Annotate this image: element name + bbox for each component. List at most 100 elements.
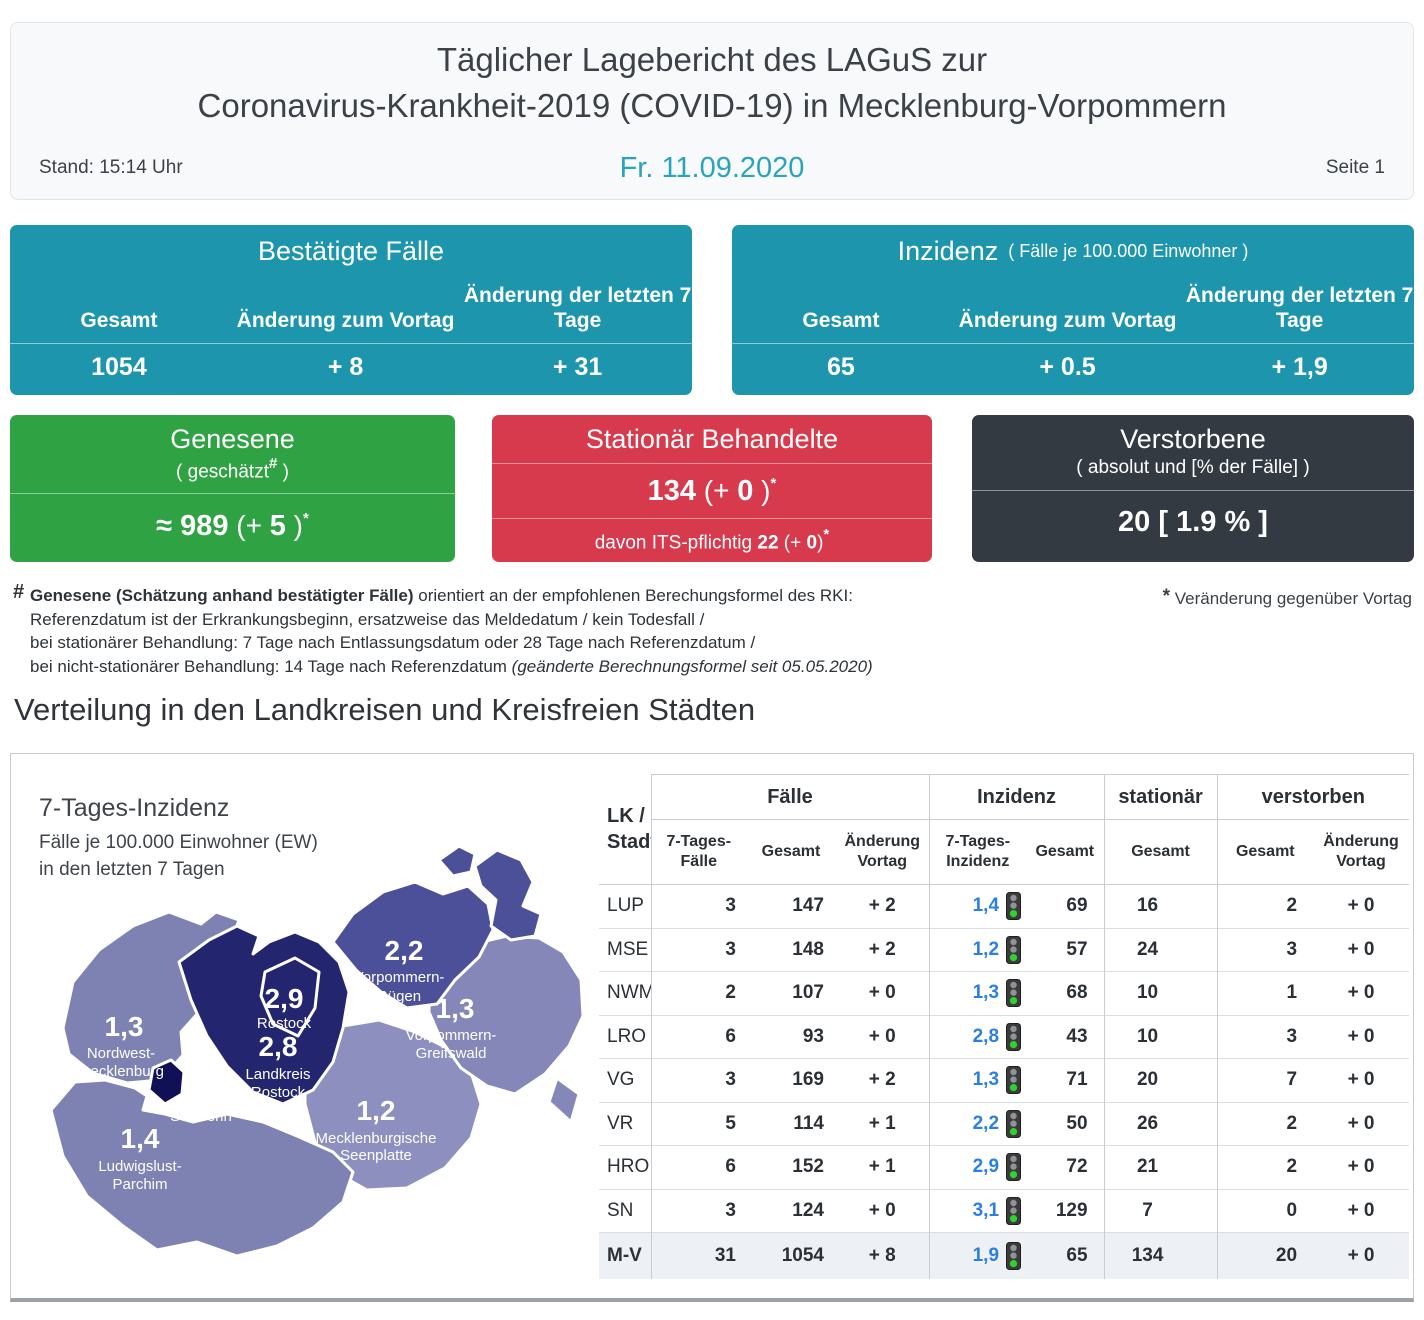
deceased-change-value: + 0 — [1347, 895, 1375, 917]
distribution-panel: 7-Tages-Inzidenz Fälle je 100.000 Einwoh… — [10, 753, 1414, 1302]
cases-7day-value: 2 — [650, 971, 746, 1015]
svg-text:Parchim: Parchim — [112, 1176, 167, 1193]
incidence-7day-cell: 1,2 — [928, 927, 1027, 972]
subheader-incidence-total: Gesamt — [1026, 819, 1105, 885]
incidence-total-value: 65 — [1026, 1232, 1105, 1279]
hospitalized-total-value: 20 — [1103, 1058, 1218, 1102]
confirmed-col-prev-day: Änderung zum Vortag — [236, 309, 455, 332]
incidence-title: Inzidenz — [897, 235, 999, 266]
subheader-cases-change: Änderung Vortag — [836, 819, 930, 885]
svg-text:Landkreis: Landkreis — [245, 1066, 310, 1083]
confirmed-prev-day-value: + 8 — [327, 353, 364, 381]
hospitalized-title: Stationär Behandelte — [585, 424, 839, 454]
deceased-change-value: + 0 — [1313, 1014, 1410, 1059]
group-header-deceased: verstorben — [1216, 774, 1410, 820]
cases-7day-value: 5 — [650, 1101, 746, 1146]
cases-7day-value: 3 — [650, 1188, 746, 1233]
incidence-subtitle: ( Fälle je 100.000 Einwohner ) — [1008, 240, 1249, 261]
incidence-prev-day-value: + 0.5 — [1039, 353, 1096, 381]
divider — [10, 493, 455, 495]
deceased-total-value: 7 — [1216, 1058, 1314, 1102]
divider — [972, 490, 1414, 491]
map-region-ludwigslust-parchim — [49, 1078, 355, 1258]
report-title-line2: Coronavirus-Krankheit-2019 (COVID-19) in… — [197, 87, 1227, 124]
incidence-7day-value: 1,4 — [972, 895, 1000, 917]
cases-7day-value: 31 — [650, 1232, 746, 1279]
hospitalized-total-value: 21 — [1103, 1145, 1218, 1189]
recovered-value: ≈ 989 (+ 5 )* — [156, 510, 309, 543]
cases-change-value: + 2 — [836, 927, 930, 972]
svg-text:Nordwest-: Nordwest- — [87, 1045, 155, 1062]
section-title: Verteilung in den Landkreisen und Kreisf… — [14, 692, 756, 727]
map-value-ludwigslust-parchim: 1,4 — [121, 1123, 160, 1154]
incidence-7day-value: 3,1 — [972, 1199, 1000, 1221]
cases-total-value: 147 — [792, 895, 824, 917]
map-region-rostock-city — [259, 956, 321, 1038]
subheader-cases-7day: 7-Tages-Fälle — [650, 819, 746, 885]
district-code: HRO — [599, 1145, 651, 1189]
recovered-card: Genesene ( geschätzt# ) ≈ 989 (+ 5 )* — [10, 415, 455, 562]
table-row: NWM 2 107 + 0 1,3 68 1 — [599, 971, 1410, 1015]
report-date: Fr. 11.09.2020 — [619, 152, 805, 184]
mv-incidence-map: 1,3 Nordwest- mecklenburg 2,2 Vorpommern… — [49, 844, 585, 1258]
hospitalized-total-value: 10 — [1103, 971, 1218, 1015]
cases-total-value: 148 — [746, 927, 836, 972]
map-region-vorpommern-ruegen — [331, 880, 495, 1010]
hospitalized-total-value: 10 — [1103, 1014, 1218, 1059]
incidence-7day-value: 1,9 — [972, 1244, 1000, 1266]
incidence-7day-cell: 1,3 — [928, 1058, 1027, 1102]
recovered-title: Genesene — [170, 424, 295, 454]
divider — [10, 343, 692, 344]
deceased-change-value: + 0 — [1313, 1101, 1410, 1146]
cases-7day-value: 3 — [650, 927, 746, 972]
deceased-total-value: 2 — [1216, 884, 1314, 928]
map-region-usedom — [547, 1076, 581, 1124]
table-row: VR 5 114 + 1 2,2 50 26 — [599, 1101, 1410, 1146]
map-island-hiddensee — [437, 844, 477, 878]
footnote-change-vs-prev-day: * Veränderung gegenüber Vortag — [1162, 586, 1412, 608]
incidence-total-value: 57 — [1026, 927, 1105, 972]
subheader-deceased-total: Gesamt — [1216, 819, 1314, 885]
incidence-7day-cell: 2,9 — [928, 1145, 1027, 1189]
hash-marker: # — [13, 581, 25, 603]
hospitalized-total-value: 134 — [1103, 1232, 1218, 1279]
incidence-total-value: 43 — [1026, 1014, 1105, 1059]
map-region-schwerin — [147, 1058, 186, 1106]
cases-total-value: 114 — [746, 1101, 836, 1146]
icu-line: davon ITS-pflichtig 22 (+ 0)* — [594, 526, 830, 554]
district-code: SN — [599, 1188, 651, 1233]
deaths-value: 20 [ 1.9 % ] — [1118, 506, 1268, 538]
table-row: VG 3 169 + 2 1,3 71 20 — [599, 1058, 1410, 1102]
deceased-change-value: + 0 — [1313, 1232, 1410, 1279]
asterisk-marker: * — [1162, 586, 1171, 607]
incidence-7day-cell: 2,8 — [928, 1014, 1027, 1059]
incidence-col-prev-day: Änderung zum Vortag — [958, 309, 1177, 332]
table-row: SN 3 124 + 0 3,1 129 7 — [599, 1188, 1410, 1233]
district-code: M-V — [599, 1232, 651, 1279]
svg-text:Vorpommern-: Vorpommern- — [354, 969, 445, 986]
map-region-mecklenburgische-seenplatte — [303, 1018, 483, 1192]
confirmed-7days-value: + 31 — [552, 353, 603, 381]
incidence-total-value: 129 — [1026, 1188, 1105, 1233]
divider — [492, 518, 932, 519]
cases-7day-value: 3 — [650, 1058, 746, 1102]
confirmed-col-total: Gesamt — [80, 309, 158, 332]
map-value-mecklenburgische-seenplatte: 1,2 — [357, 1095, 396, 1126]
incidence-7day-value: 1,3 — [972, 982, 1000, 1004]
cases-total-value: 152 — [746, 1145, 836, 1189]
incidence-total-value: 69 — [1066, 895, 1088, 917]
cases-total-value: 169 — [746, 1058, 836, 1102]
subheader-incidence-7day: 7-Tages-Inzidenz — [928, 819, 1027, 885]
col-header-lk-stadt: LK /Stadt — [599, 774, 651, 885]
incidence-col-total: Gesamt — [802, 309, 880, 332]
incidence-7days-value: + 1,9 — [1271, 353, 1328, 381]
report-title-line1: Täglicher Lagebericht des LAGuS zur — [436, 41, 988, 78]
incidence-7day-cell: 1,9 — [928, 1232, 1027, 1279]
traffic-light-icon — [1006, 1022, 1022, 1051]
deceased-total-value: 3 — [1216, 927, 1314, 972]
cases-change-value: + 0 — [836, 971, 930, 1015]
map-value-vorpommern-ruegen: 2,2 — [385, 935, 424, 966]
incidence-7day-value: 2,9 — [972, 1156, 1000, 1178]
deceased-change-value: + 0 — [1313, 1145, 1410, 1189]
cases-change-value: + 2 — [836, 1058, 930, 1102]
